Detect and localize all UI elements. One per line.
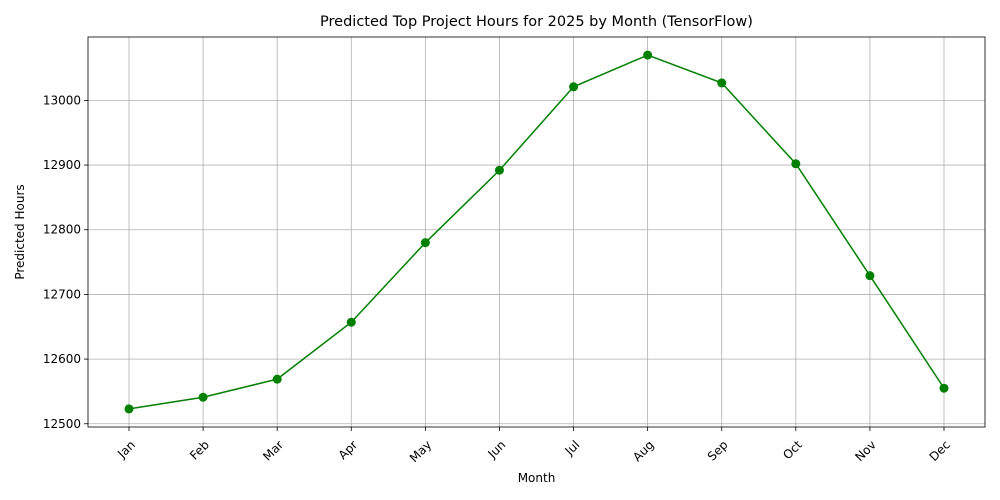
y-tick-label: 12700 <box>43 287 81 301</box>
data-point-oct <box>791 159 801 169</box>
x-tick-label: Jun <box>485 438 509 462</box>
x-tick-label: May <box>407 438 434 465</box>
data-point-apr <box>346 317 356 327</box>
y-tick-label: 12600 <box>43 352 81 366</box>
x-tick-label: Nov <box>852 438 878 464</box>
data-point-sep <box>717 78 727 88</box>
data-point-may <box>420 238 430 248</box>
y-tick-label: 12900 <box>43 158 81 172</box>
data-point-aug <box>643 50 653 60</box>
data-point-jul <box>569 82 579 92</box>
x-tick-label: Jul <box>562 438 583 459</box>
y-tick-label: 12500 <box>43 417 81 431</box>
series-line <box>128 54 945 410</box>
x-tick-label: Mar <box>260 438 286 464</box>
data-point-jan <box>124 404 134 414</box>
x-tick-label: Dec <box>927 438 953 464</box>
y-axis-label: Predicted Hours <box>13 184 27 279</box>
chart-title: Predicted Top Project Hours for 2025 by … <box>320 14 753 30</box>
grid <box>88 37 985 427</box>
y-tick-label: 13000 <box>43 93 81 107</box>
x-tick-label: Jan <box>114 438 138 462</box>
series-line-group <box>128 54 945 410</box>
y-tick-label: 12800 <box>43 223 81 237</box>
data-point-mar <box>272 374 282 384</box>
x-tick-label: Aug <box>630 438 656 464</box>
x-axis-label: Month <box>518 471 556 485</box>
x-tick-label: Feb <box>187 438 212 463</box>
data-point-jun <box>494 165 504 175</box>
series-markers <box>124 50 949 414</box>
y-axis-ticks: 12500 12600 12700 12800 12900 13000 <box>43 93 88 431</box>
data-point-feb <box>198 392 208 402</box>
x-tick-label: Apr <box>336 438 361 463</box>
data-point-nov <box>865 271 875 281</box>
x-axis-ticks: Jan Feb Mar Apr May Jun Jul Aug Sep Oct Nov Dec <box>114 427 953 465</box>
x-tick-label: Oct <box>780 437 805 462</box>
x-tick-label: Sep <box>705 438 731 464</box>
data-point-dec <box>939 383 949 393</box>
plot-frame <box>87 36 986 428</box>
